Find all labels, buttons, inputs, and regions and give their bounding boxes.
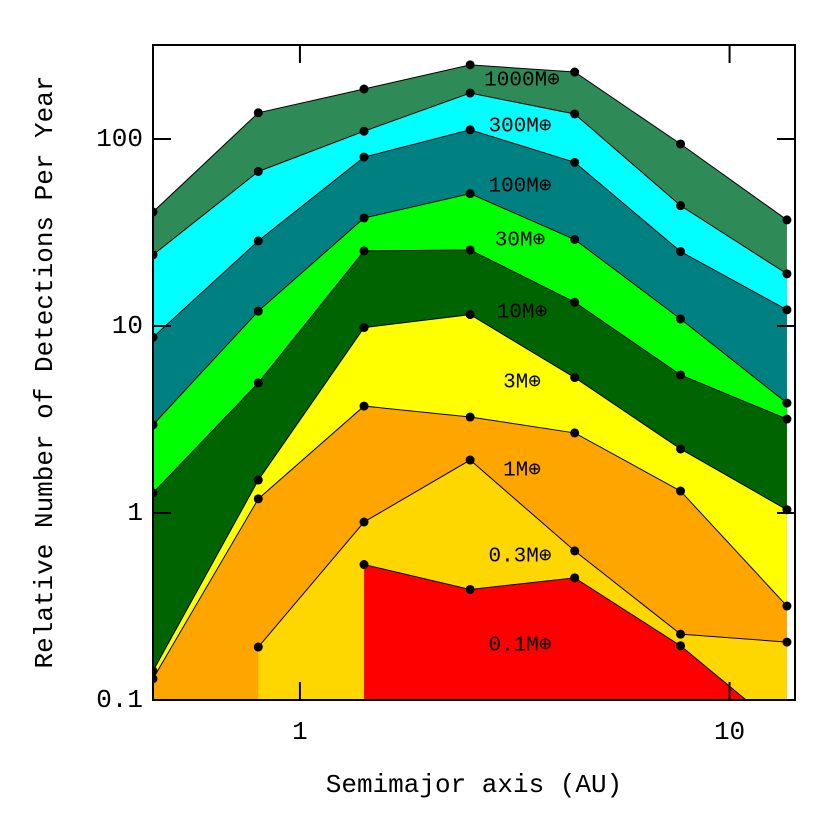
data-point (359, 152, 369, 162)
data-point (253, 306, 263, 316)
data-point (676, 486, 686, 496)
y-tick-label: 1 (127, 498, 143, 528)
data-point (782, 729, 791, 738)
y-tick-label: 0.1 (96, 685, 143, 715)
data-point (253, 236, 263, 246)
plot-frame (152, 44, 796, 701)
series-label: 100M⊕ (488, 176, 551, 199)
data-point (676, 629, 686, 639)
data-point (676, 247, 686, 257)
data-point (782, 637, 792, 647)
data-point (570, 373, 580, 383)
data-point (359, 560, 369, 570)
data-point (359, 323, 369, 333)
series-label: 1M⊕ (503, 460, 541, 483)
data-point (253, 494, 263, 504)
data-point (465, 88, 475, 98)
x-tick-label: 1 (292, 717, 308, 747)
data-point (153, 250, 158, 260)
overlay: 1 10 0.1 1 10 100 (96, 44, 796, 747)
series-label: 1000M⊕ (484, 70, 560, 93)
series-label: 30M⊕ (495, 230, 545, 253)
data-point (570, 573, 580, 583)
data-point (782, 305, 792, 315)
series-line (257, 459, 787, 648)
series-label: 3M⊕ (503, 372, 541, 395)
data-point (570, 157, 580, 167)
series-label: 10M⊕ (497, 302, 547, 325)
data-point (782, 215, 792, 225)
data-point (465, 245, 475, 255)
data-point (359, 246, 369, 256)
y-tick-label: 100 (96, 124, 143, 154)
data-point (359, 517, 369, 527)
data-point (676, 314, 686, 324)
data-point (359, 84, 369, 94)
data-point (782, 414, 792, 424)
data-point (676, 370, 686, 380)
data-point (465, 412, 475, 422)
data-point (153, 207, 158, 217)
data-point (153, 332, 158, 342)
data-point (465, 60, 475, 70)
data-point (782, 601, 792, 611)
area-band (364, 564, 747, 700)
data-point (153, 420, 158, 430)
data-point (570, 297, 580, 307)
data-point (676, 139, 686, 149)
y-axis-label: Relative Number of Detections Per Year (30, 76, 60, 669)
plot-area: 1000M⊕ 300M⊕ 100M⊕ 30M⊕ 10M⊕ 3M⊕ 1M⊕ 0.3M⊕ 0.1M⊕ (153, 60, 792, 738)
series-label: 300M⊕ (488, 116, 551, 139)
data-point (465, 189, 475, 199)
data-point (153, 666, 158, 676)
data-point (253, 166, 263, 176)
data-point (570, 428, 580, 438)
data-point (253, 475, 263, 485)
data-point (153, 674, 158, 684)
x-tick-label: 10 (714, 717, 745, 747)
data-point (465, 310, 475, 320)
data-point (676, 444, 686, 454)
data-point (359, 213, 369, 223)
data-point (465, 125, 475, 135)
y-tick-label: 10 (112, 311, 143, 341)
data-point (676, 641, 686, 651)
data-point (570, 67, 580, 77)
series-label: 0.3M⊕ (488, 546, 551, 569)
x-axis-label: Semimajor axis (AU) (326, 770, 622, 800)
data-point (359, 401, 369, 411)
data-point (359, 126, 369, 136)
data-point (570, 234, 580, 244)
data-point (253, 378, 263, 388)
data-point (465, 584, 475, 594)
data-point (570, 109, 580, 119)
data-point (676, 201, 686, 211)
series-label: 0.1M⊕ (488, 635, 551, 658)
data-point (153, 488, 158, 498)
data-point (782, 269, 792, 279)
data-point (253, 642, 263, 652)
data-point (782, 398, 792, 408)
data-point (253, 108, 263, 118)
data-point (465, 455, 475, 465)
data-point (570, 546, 580, 556)
